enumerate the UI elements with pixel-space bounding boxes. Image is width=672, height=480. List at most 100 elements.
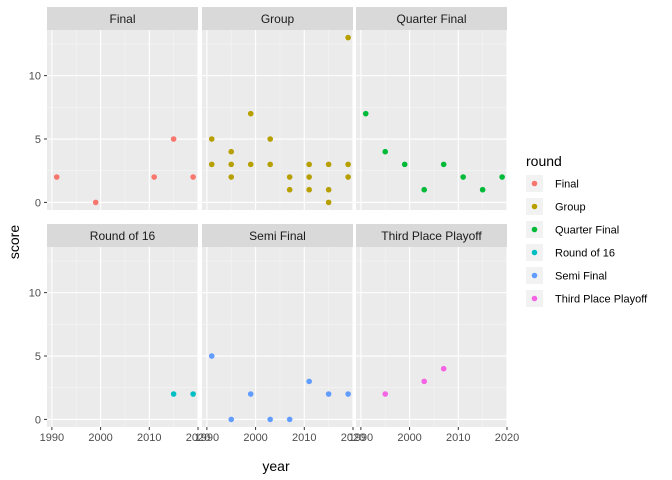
y-tick-label: 10 — [29, 71, 41, 83]
panel-background — [356, 247, 507, 427]
data-point — [325, 199, 332, 206]
data-point — [286, 174, 293, 180]
facet-strip-label: Final — [109, 12, 135, 26]
data-point — [382, 148, 389, 155]
data-point — [345, 174, 351, 180]
data-point — [267, 416, 273, 423]
data-point — [228, 148, 235, 155]
data-point — [325, 391, 332, 397]
legend-label: Round of 16 — [555, 248, 615, 260]
legend-label: Group — [555, 202, 586, 214]
y-tick-label: 5 — [35, 134, 41, 146]
data-point — [345, 161, 351, 168]
facet-strip-label: Semi Final — [249, 229, 306, 243]
facet-strip — [356, 224, 507, 247]
legend-swatch — [531, 203, 538, 210]
legend-label: Final — [555, 179, 579, 191]
data-point — [92, 199, 99, 206]
legend-swatch — [531, 180, 538, 187]
data-point — [499, 174, 505, 180]
x-tick-label: 2010 — [137, 432, 161, 444]
data-point — [190, 391, 196, 397]
facet-strip — [47, 7, 198, 30]
facet-panel: Third Place Playoff 1990 2000 2010 2020 — [349, 224, 519, 444]
legend: round Final Group Quarter Final Round of 16… — [526, 153, 648, 307]
legend-swatch — [531, 226, 538, 233]
data-point — [362, 110, 369, 117]
data-point — [208, 136, 215, 142]
facet-strip — [356, 7, 507, 30]
legend-swatch — [531, 249, 538, 256]
data-point — [247, 391, 254, 397]
panel-background — [47, 247, 198, 427]
y-tick-label: 10 — [29, 288, 41, 300]
legend-label: Third Place Playoff — [555, 294, 648, 306]
x-tick-label: 2000 — [88, 432, 112, 444]
data-point — [151, 174, 157, 180]
data-point — [345, 391, 351, 397]
facet-strip-label: Group — [261, 12, 295, 26]
legend-swatch — [531, 272, 538, 279]
data-point — [306, 186, 312, 193]
facet-strip — [47, 224, 198, 247]
facet-panel: Final 0 5 10 — [29, 7, 199, 210]
facet-panel: Group — [202, 7, 354, 210]
data-point — [228, 174, 235, 180]
data-point — [325, 161, 332, 168]
facet-strip — [202, 7, 353, 30]
facet-panel: Round of 16 0 5 10 1990 2000 2010 2020 — [29, 224, 210, 444]
facet-strip — [202, 224, 353, 247]
y-tick-label: 0 — [35, 414, 41, 426]
data-point — [286, 416, 293, 423]
legend-swatch — [531, 295, 538, 302]
data-point — [208, 161, 215, 168]
data-point — [247, 161, 254, 168]
x-tick-label: 1990 — [349, 432, 373, 444]
x-tick-label: 2010 — [292, 432, 316, 444]
facet-panel: Semi Final 1990 2000 2010 2020 — [195, 224, 365, 444]
data-point — [440, 365, 447, 372]
x-tick-label: 2000 — [243, 432, 267, 444]
data-point — [228, 161, 235, 168]
data-point — [247, 110, 254, 117]
panel-background — [202, 247, 353, 427]
x-tick-label: 2010 — [446, 432, 470, 444]
data-point — [190, 174, 196, 180]
facet-panels: Final 0 5 10 Group Quarter Final Round of 16 0 5… — [29, 7, 519, 444]
data-point — [479, 186, 486, 193]
data-point — [401, 161, 408, 168]
data-point — [345, 34, 351, 41]
data-point — [421, 378, 427, 385]
data-point — [170, 391, 177, 397]
x-tick-label: 2020 — [186, 432, 210, 444]
x-tick-label: 1990 — [40, 432, 64, 444]
data-point — [267, 161, 273, 168]
data-point — [267, 136, 273, 142]
x-axis-title: year — [262, 458, 290, 474]
data-point — [382, 391, 389, 397]
data-point — [53, 174, 60, 180]
data-point — [286, 186, 293, 193]
x-tick-label: 2020 — [495, 432, 519, 444]
data-point — [306, 161, 312, 168]
data-point — [325, 186, 332, 193]
legend-label: Semi Final — [555, 271, 607, 283]
x-tick-label: 2000 — [397, 432, 421, 444]
panel-background — [202, 30, 353, 210]
data-point — [306, 174, 312, 180]
data-point — [306, 378, 312, 385]
legend-title: round — [526, 153, 562, 169]
x-tick-label: 1990 — [195, 432, 219, 444]
facet-strip-label: Third Place Playoff — [381, 229, 482, 243]
data-point — [421, 186, 427, 193]
data-point — [460, 174, 466, 180]
panel-background — [356, 30, 507, 210]
facet-strip-label: Round of 16 — [90, 229, 156, 243]
data-point — [170, 136, 177, 142]
data-point — [208, 353, 215, 359]
x-tick-label: 2020 — [341, 432, 365, 444]
facet-strip-label: Quarter Final — [396, 12, 466, 26]
panel-background — [47, 30, 198, 210]
y-tick-label: 0 — [35, 197, 41, 209]
